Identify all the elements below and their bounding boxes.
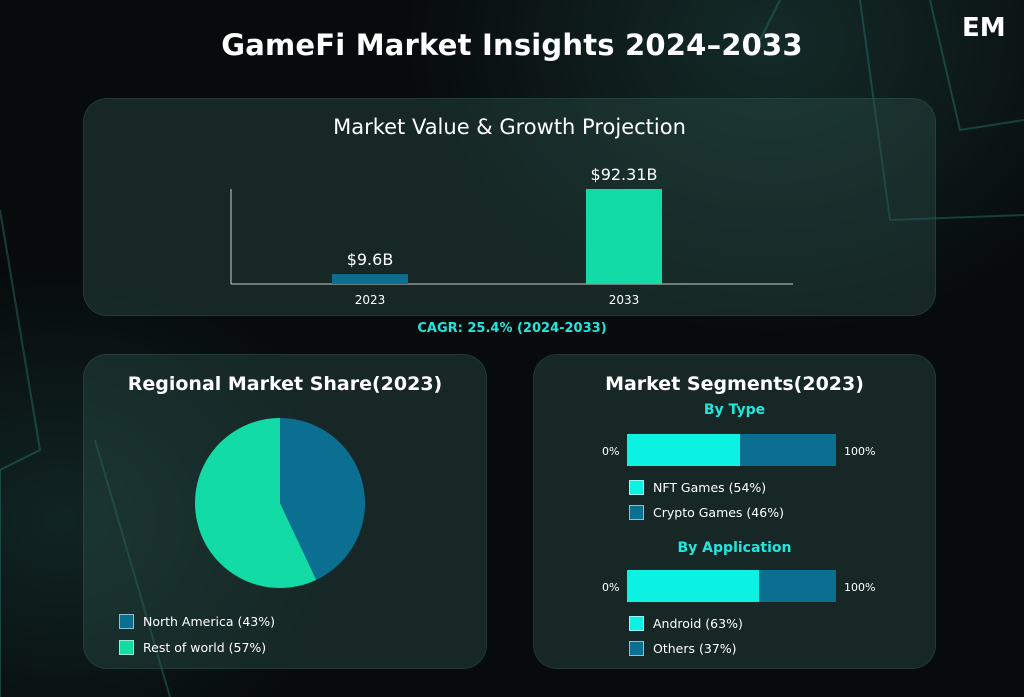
legend-label: Others (37%) (653, 641, 737, 656)
bar-2033 (586, 189, 662, 284)
legend-swatch (629, 616, 644, 631)
segments-panel: Market Segments(2023) By Type 0% 100% NF… (533, 354, 936, 669)
bg-line (759, 0, 781, 41)
x-tick-label-2023: 2023 (355, 293, 386, 307)
bg-line (929, 0, 1024, 132)
growth-bar-chart: $9.6B 2023 $92.31B 2033 (230, 165, 793, 307)
legend-north-america: North America (43%) (119, 614, 275, 629)
legend-label: NFT Games (54%) (653, 480, 767, 495)
bar-segment-crypto-games (739, 434, 836, 466)
bar-2023 (332, 274, 408, 284)
legend-label: Crypto Games (46%) (653, 505, 784, 520)
brand-logo: EM (962, 13, 1006, 43)
legend-nft-games: NFT Games (54%) (629, 480, 766, 495)
by-type-stacked-bar (627, 434, 836, 466)
bg-line (859, 0, 1024, 222)
bg-line (0, 209, 42, 471)
legend-others: Others (37%) (629, 641, 737, 656)
by-application-title: By Application (677, 540, 792, 556)
bar-segment-nft-games (627, 434, 740, 466)
legend-swatch (119, 614, 134, 629)
by-type-title: By Type (703, 402, 766, 418)
legend-label: North America (43%) (143, 614, 276, 629)
legend-swatch (629, 480, 644, 495)
bar-segment-others (758, 570, 836, 602)
legend-label: Android (63%) (653, 616, 743, 631)
by-type-end-label: 100% (844, 445, 876, 458)
page-title: GameFi Market Insights 2024–2033 (221, 28, 803, 62)
data-label-2033: $92.31B (591, 165, 658, 184)
logo-text: EM (962, 13, 1006, 43)
region-chart-title: Regional Market Share(2023) (127, 373, 443, 395)
bar-segment-android (627, 570, 759, 602)
pie-slice-north-america (280, 418, 365, 580)
x-tick-label-2033: 2033 (609, 293, 640, 307)
legend-rest-of-world: Rest of world (57%) (119, 640, 266, 655)
by-application-start-label: 0% (602, 581, 620, 594)
legend-swatch (629, 641, 644, 656)
legend-android: Android (63%) (629, 616, 743, 631)
segments-title: Market Segments(2023) (605, 373, 864, 395)
data-label-2023: $9.6B (347, 250, 394, 269)
bg-line (94, 439, 171, 697)
pie-slice-rest-of-world (195, 418, 317, 588)
by-type-start-label: 0% (602, 445, 620, 458)
region-pie-chart (195, 418, 365, 588)
legend-crypto-games: Crypto Games (46%) (629, 505, 784, 520)
growth-chart-title: Market Value & Growth Projection (333, 115, 686, 139)
growth-panel: Market Value & Growth Projection $9.6B 20… (83, 98, 936, 316)
cagr-label: CAGR: 25.4% (2024-2033) (417, 321, 607, 336)
by-application-stacked-bar (627, 570, 836, 602)
legend-swatch (629, 505, 644, 520)
by-application-end-label: 100% (844, 581, 876, 594)
legend-label: Rest of world (57%) (143, 640, 267, 655)
legend-swatch (119, 640, 134, 655)
region-panel: Regional Market Share(2023) North Americ… (83, 354, 487, 669)
